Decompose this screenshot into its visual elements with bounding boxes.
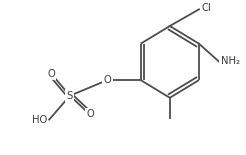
Text: NH₂: NH₂ bbox=[221, 56, 240, 66]
Text: O: O bbox=[104, 75, 111, 85]
Text: S: S bbox=[67, 91, 73, 101]
Text: O: O bbox=[47, 69, 55, 79]
Text: Cl: Cl bbox=[201, 3, 211, 13]
Text: O: O bbox=[87, 109, 95, 120]
Text: HO: HO bbox=[32, 115, 47, 125]
